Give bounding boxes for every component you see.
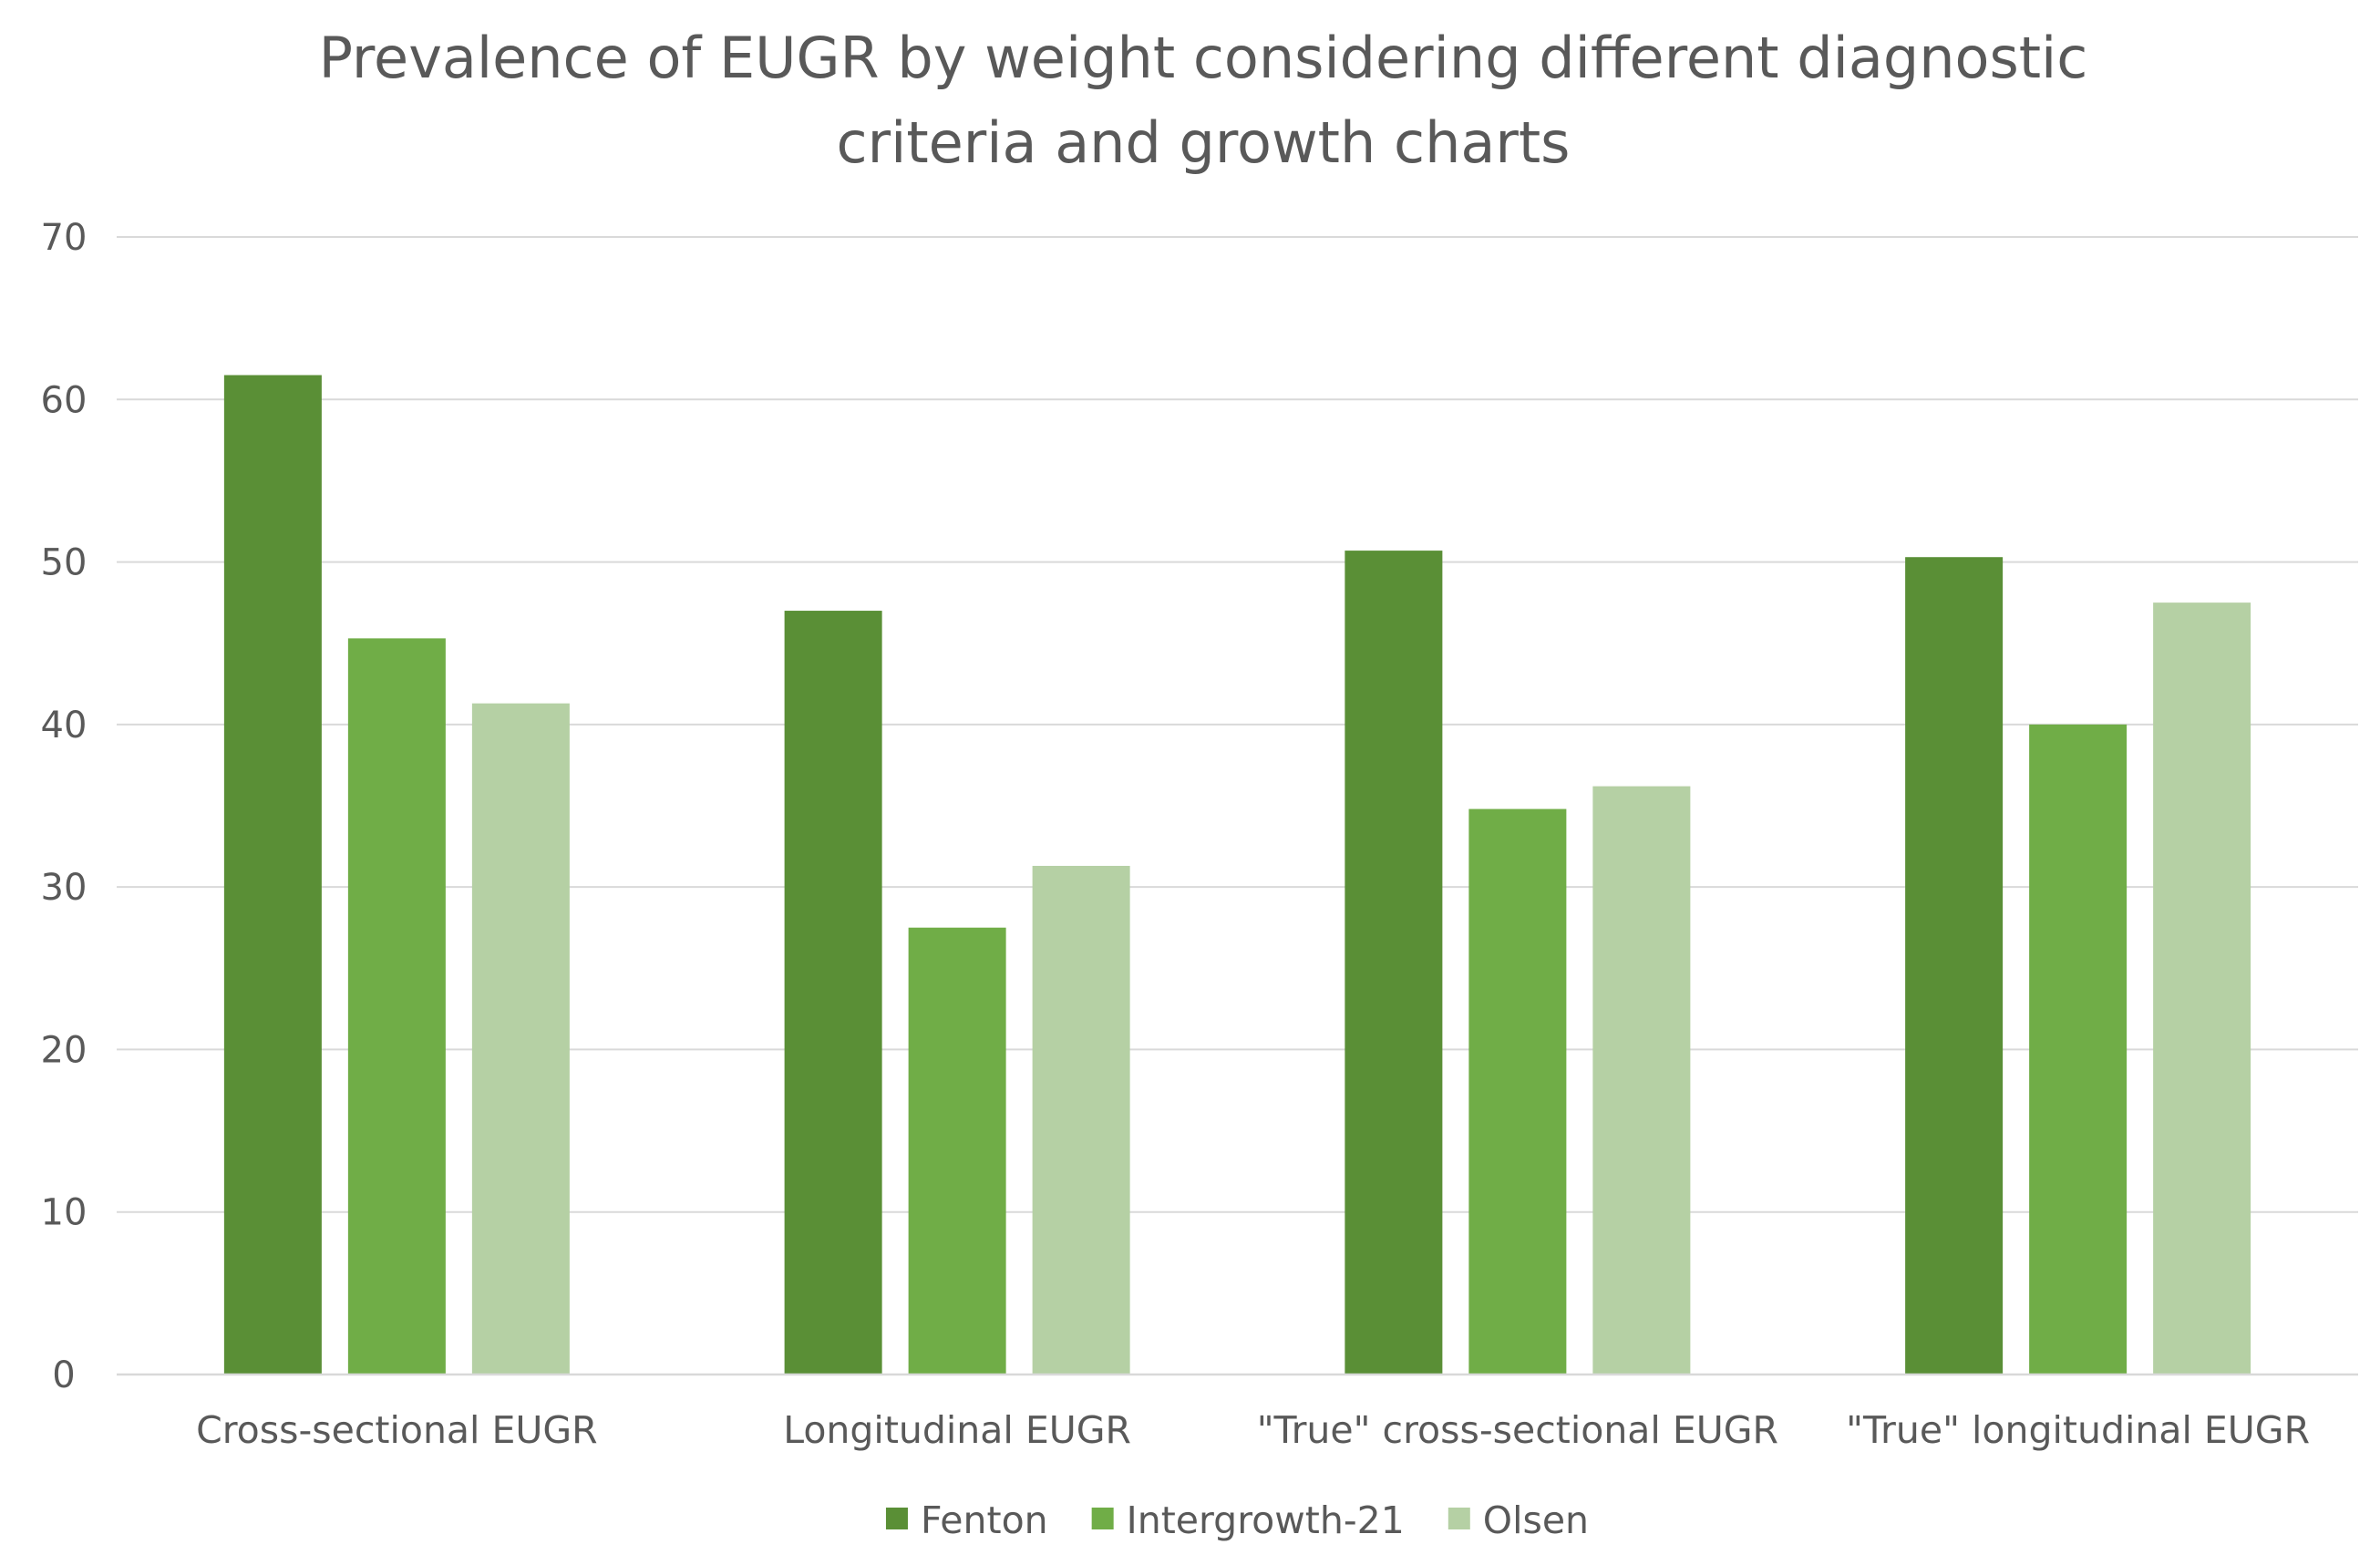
bar-fenton-2	[784, 611, 882, 1375]
chart-title: Prevalence of EUGR by weight considering…	[319, 25, 2088, 176]
x-tick-label: "True" longitudinal EUGR	[1846, 1408, 2310, 1452]
y-tick-label: 10	[41, 1192, 88, 1234]
legend-label: Intergrowth-21	[1127, 1498, 1405, 1542]
legend-item-fenton: Fenton	[885, 1498, 1048, 1542]
chart-title-line-2: criteria and growth charts	[837, 109, 1571, 176]
chart-title-line-1: Prevalence of EUGR by weight considering…	[319, 25, 2088, 91]
bar-intergrowth-21-4	[2029, 724, 2128, 1375]
bar-fenton-4	[1905, 557, 2004, 1375]
bar-intergrowth-21-3	[1468, 808, 1567, 1375]
x-tick-label: Cross-sectional EUGR	[196, 1408, 598, 1452]
bar-fenton-3	[1345, 551, 1443, 1375]
legend-label: Fenton	[921, 1498, 1048, 1542]
gridlines	[117, 236, 2358, 1213]
legend-item-intergrowth-21: Intergrowth-21	[1091, 1498, 1405, 1542]
y-tick-label: 40	[41, 705, 88, 746]
bar-olsen-1	[471, 703, 570, 1375]
bars	[223, 375, 2251, 1375]
y-tick-label: 50	[41, 542, 88, 584]
bar-intergrowth-21-2	[908, 927, 1006, 1375]
y-tick-label: 70	[41, 217, 88, 259]
legend-item-olsen: Olsen	[1448, 1498, 1589, 1542]
bar-intergrowth-21-1	[347, 638, 446, 1375]
legend-swatch	[1448, 1508, 1470, 1529]
legend-swatch	[1091, 1508, 1114, 1529]
legend: Fenton Intergrowth-21 Olsen	[885, 1498, 1589, 1542]
y-tick-label: 0	[52, 1354, 75, 1396]
bar-olsen-4	[2153, 602, 2251, 1375]
bar-olsen-2	[1032, 865, 1130, 1375]
bar-fenton-1	[223, 375, 322, 1375]
y-tick-label: 30	[41, 867, 88, 909]
x-tick-label: "True" cross-sectional EUGR	[1257, 1408, 1778, 1452]
legend-swatch	[885, 1508, 908, 1529]
y-axis-ticks: 0 10 20 30 40 50 60 70	[41, 217, 88, 1396]
x-axis-ticks: Cross-sectional EUGR Longitudinal EUGR "Tr…	[196, 1408, 2310, 1452]
bar-olsen-3	[1592, 786, 1691, 1375]
x-tick-label: Longitudinal EUGR	[783, 1408, 1131, 1452]
legend-label: Olsen	[1483, 1498, 1589, 1542]
y-tick-label: 60	[41, 379, 88, 421]
y-tick-label: 20	[41, 1029, 88, 1071]
